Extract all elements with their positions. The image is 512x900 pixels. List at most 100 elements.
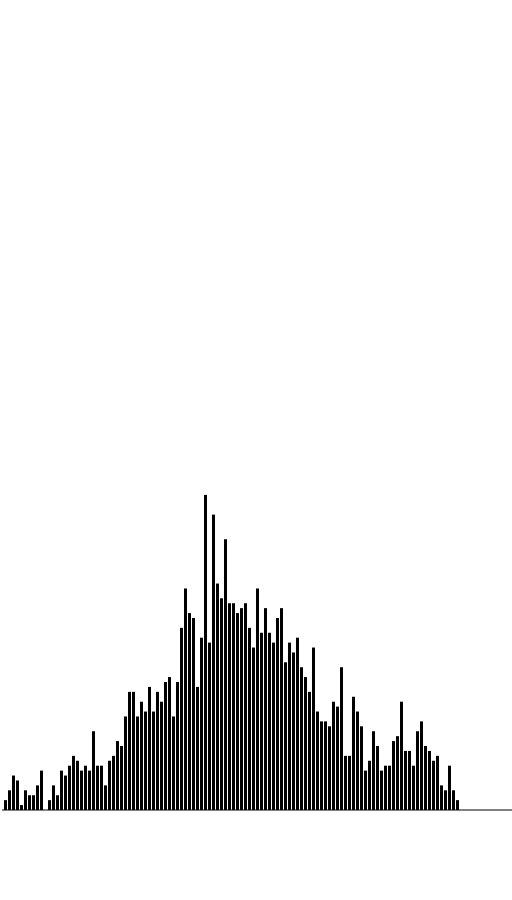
histogram-bar xyxy=(36,785,39,810)
histogram-bar xyxy=(364,770,367,810)
histogram-bar xyxy=(104,785,107,810)
histogram-bar xyxy=(276,618,279,810)
histogram-bar xyxy=(112,755,115,810)
histogram-bar xyxy=(264,608,267,810)
histogram-bar xyxy=(156,691,159,810)
histogram-bar xyxy=(284,662,287,810)
histogram-bar xyxy=(312,647,315,810)
histogram-bar xyxy=(60,770,63,810)
histogram-bar xyxy=(20,805,23,810)
histogram-bar xyxy=(108,760,111,810)
histogram-bar xyxy=(12,775,15,810)
histogram-bar xyxy=(448,765,451,810)
histogram-bar xyxy=(416,731,419,810)
histogram-bar xyxy=(40,770,43,810)
histogram-bar xyxy=(400,701,403,810)
histogram-bar xyxy=(96,765,99,810)
histogram-bar xyxy=(252,647,255,810)
histogram-bar xyxy=(432,760,435,810)
histogram-bar xyxy=(52,785,55,810)
histogram-bar xyxy=(408,750,411,810)
histogram-bar xyxy=(92,731,95,810)
histogram-bar xyxy=(120,746,123,810)
histogram-bar xyxy=(84,765,87,810)
histogram-bar xyxy=(180,627,183,810)
histogram-bar xyxy=(420,721,423,810)
histogram-bar xyxy=(268,632,271,810)
histogram-bar xyxy=(304,677,307,810)
histogram-bar xyxy=(256,588,259,810)
histogram-bar xyxy=(200,637,203,810)
histogram-bar xyxy=(340,667,343,810)
histogram-bar xyxy=(244,603,247,810)
histogram-bar xyxy=(412,765,415,810)
histogram-bar xyxy=(300,667,303,810)
histogram-bar xyxy=(404,750,407,810)
histogram-bar xyxy=(352,696,355,810)
histogram-bar xyxy=(328,726,331,810)
histogram-bar xyxy=(4,800,7,810)
histogram-bar xyxy=(344,755,347,810)
histogram-bar xyxy=(76,760,79,810)
histogram-bar xyxy=(396,736,399,810)
histogram-bar xyxy=(204,494,207,810)
histogram-bar xyxy=(216,583,219,810)
histogram-bar xyxy=(236,613,239,810)
bars-group xyxy=(4,494,459,810)
histogram-bar xyxy=(280,608,283,810)
histogram-bar xyxy=(212,514,215,810)
histogram-bar xyxy=(388,765,391,810)
histogram-bar xyxy=(316,711,319,810)
histogram-bar xyxy=(100,765,103,810)
histogram-bar xyxy=(228,603,231,810)
histogram-bar xyxy=(176,682,179,810)
histogram-bar xyxy=(128,691,131,810)
histogram-bar xyxy=(88,770,91,810)
histogram-bar xyxy=(116,741,119,810)
histogram-bar xyxy=(220,598,223,810)
histogram-bar xyxy=(380,770,383,810)
histogram-bar xyxy=(172,716,175,810)
histogram-bar xyxy=(188,613,191,810)
histogram-bar xyxy=(72,755,75,810)
histogram-bar xyxy=(308,691,311,810)
histogram-bar xyxy=(260,632,263,810)
histogram-bar xyxy=(124,716,127,810)
histogram-bar xyxy=(428,750,431,810)
histogram-bar xyxy=(456,800,459,810)
histogram-bar xyxy=(32,795,35,810)
histogram-bar xyxy=(64,775,67,810)
histogram-bar xyxy=(296,637,299,810)
histogram-bar xyxy=(368,760,371,810)
histogram-bar xyxy=(324,721,327,810)
histogram-bar xyxy=(240,608,243,810)
histogram-bar xyxy=(292,652,295,810)
histogram-bar xyxy=(144,711,147,810)
histogram-bar xyxy=(28,795,31,810)
histogram-bar xyxy=(152,711,155,810)
histogram-bar xyxy=(440,785,443,810)
histogram-bar xyxy=(224,539,227,810)
histogram-bar xyxy=(392,741,395,810)
histogram-bar xyxy=(148,686,151,810)
histogram-bar xyxy=(80,770,83,810)
histogram-bar xyxy=(248,627,251,810)
histogram-bar xyxy=(436,755,439,810)
histogram-bar xyxy=(56,795,59,810)
histogram-bar xyxy=(140,701,143,810)
histogram-bar xyxy=(8,790,11,810)
histogram-bar xyxy=(376,746,379,810)
histogram-bar xyxy=(160,701,163,810)
histogram-bar xyxy=(356,711,359,810)
histogram-bar xyxy=(132,691,135,810)
histogram-bar xyxy=(16,780,19,810)
histogram-bar xyxy=(320,721,323,810)
histogram-bar xyxy=(164,682,167,810)
histogram-bar xyxy=(372,731,375,810)
histogram-bar xyxy=(136,716,139,810)
histogram-bar xyxy=(24,790,27,810)
histogram-bar xyxy=(452,790,455,810)
histogram-bar xyxy=(232,603,235,810)
